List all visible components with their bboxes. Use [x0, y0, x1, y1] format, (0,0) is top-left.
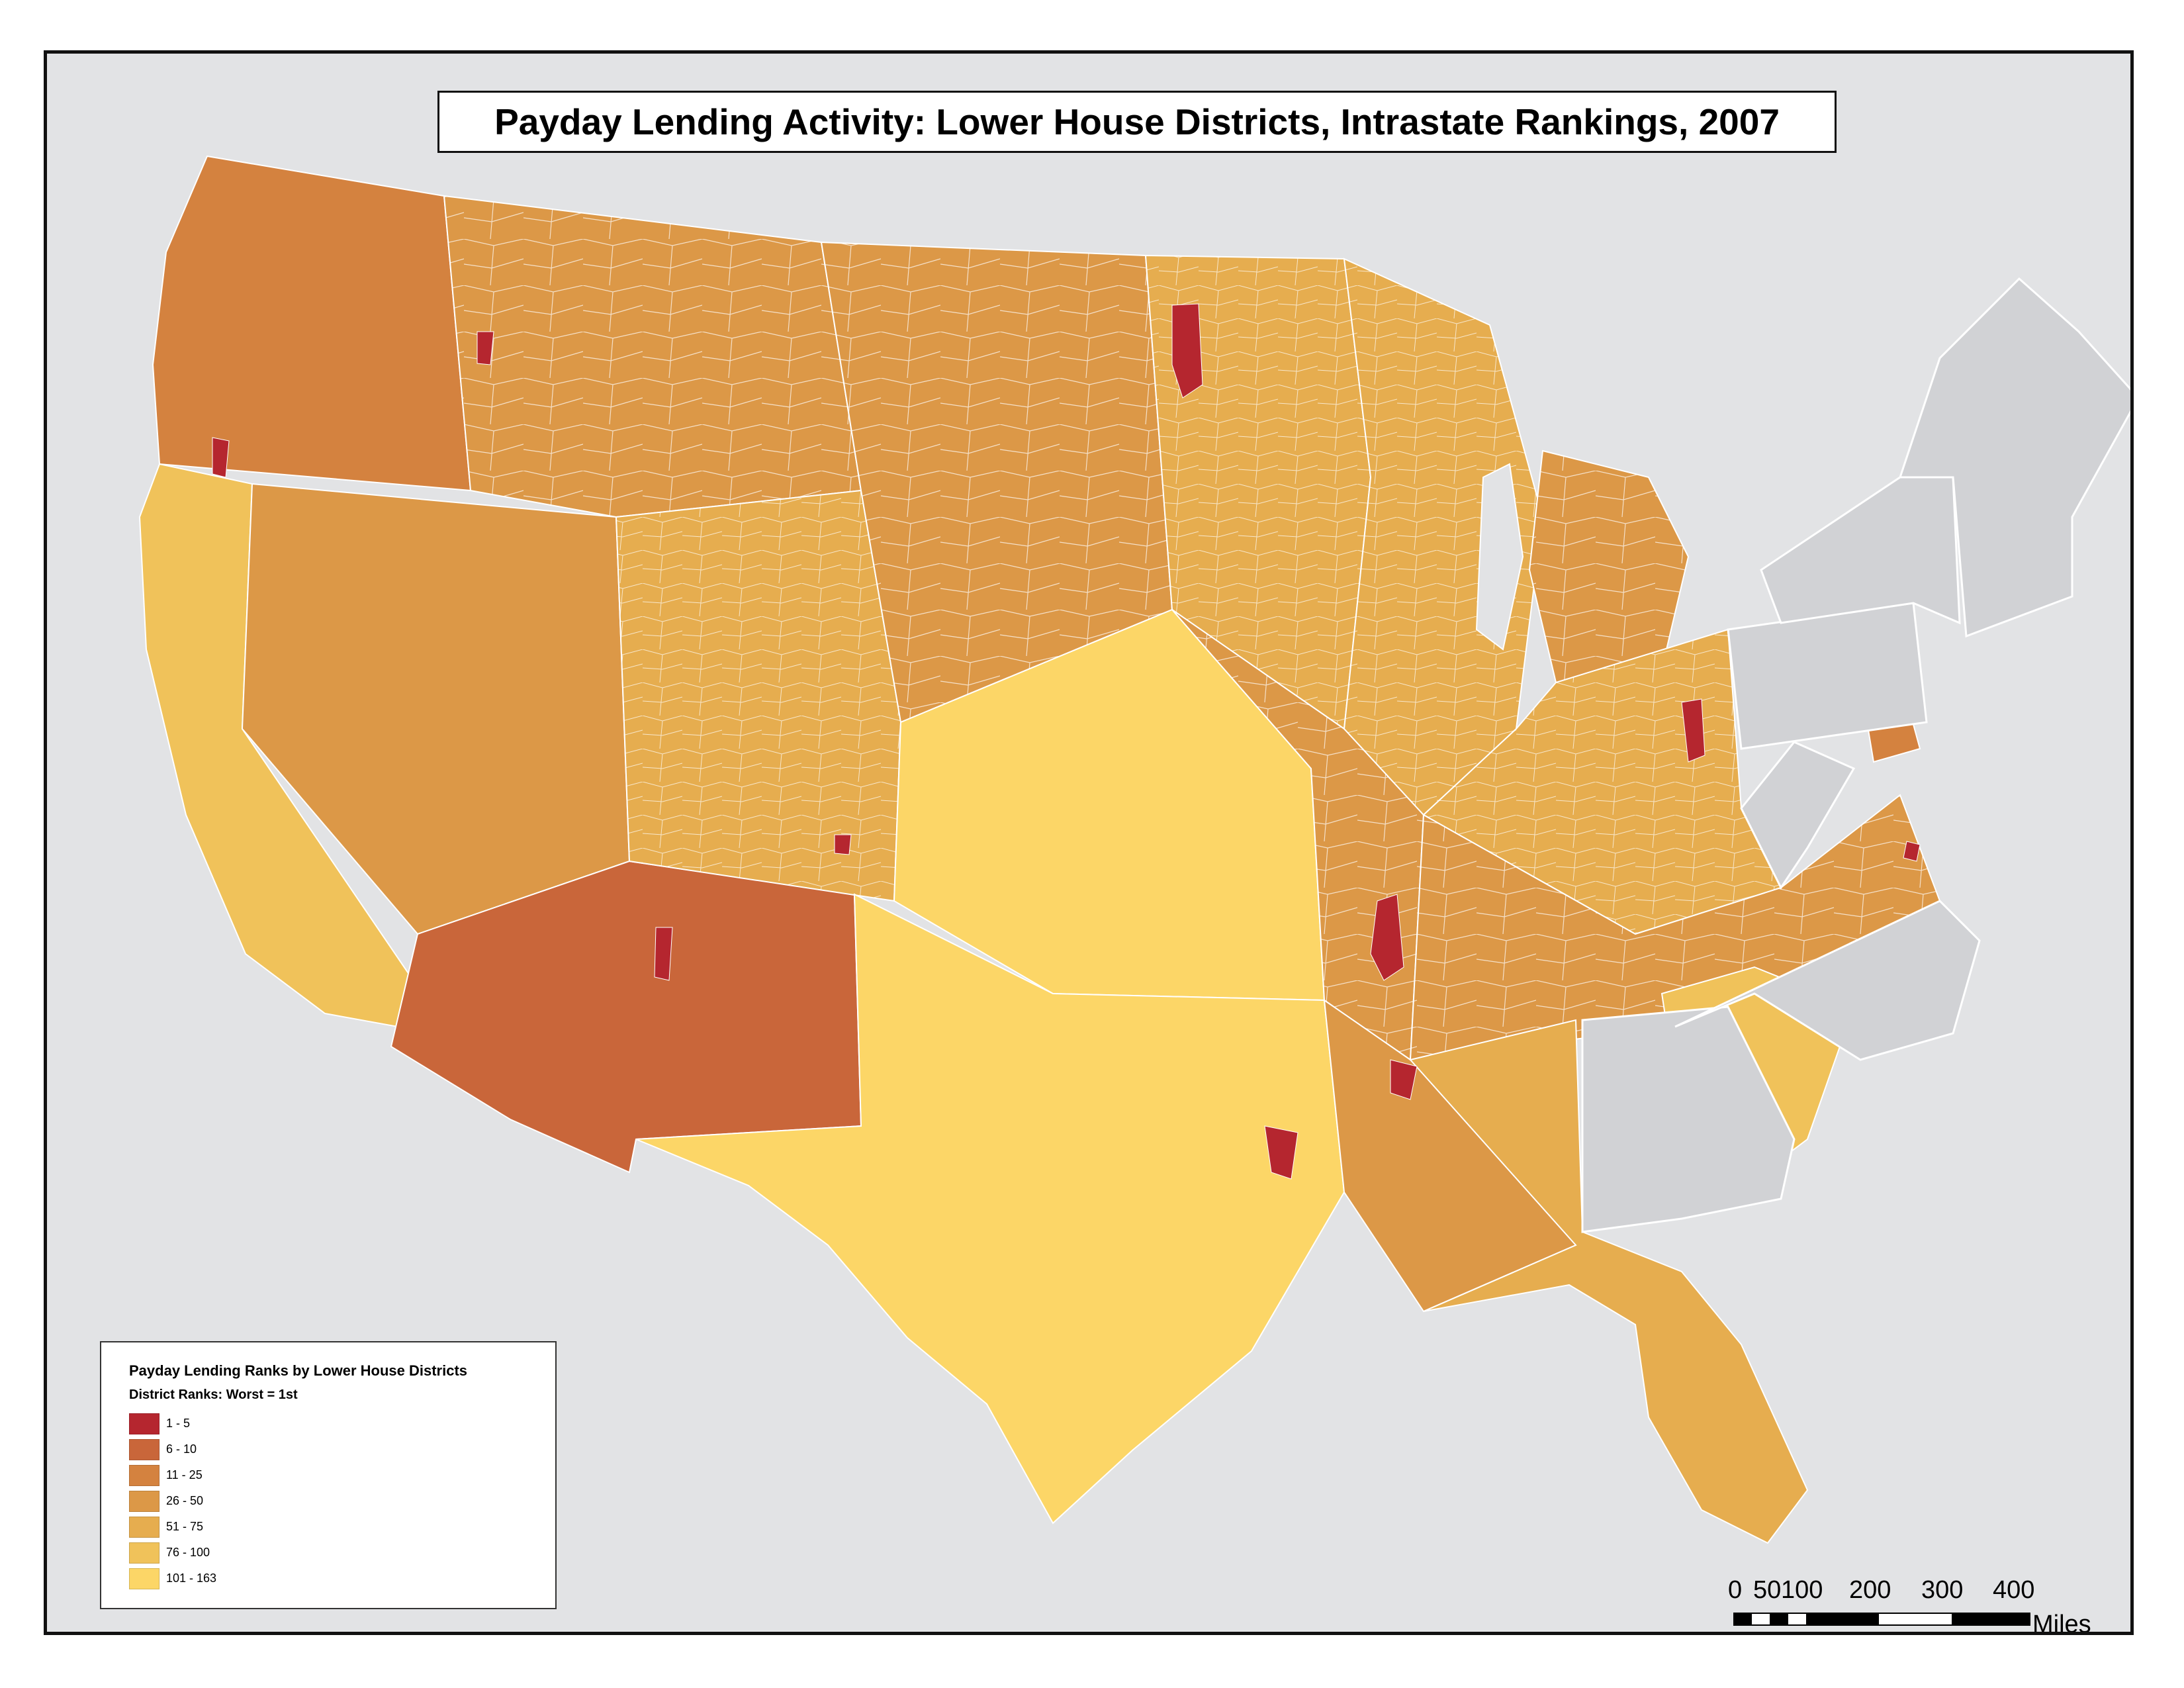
scale-label: 50 — [1753, 1576, 1782, 1604]
legend-swatch — [129, 1413, 159, 1434]
state-newengland-nodata — [1898, 277, 2130, 638]
legend-label: 11 - 25 — [166, 1468, 203, 1481]
scale-label: 0 — [1728, 1576, 1743, 1604]
map-canvas[interactable] — [47, 54, 2130, 1632]
region-northwest — [152, 155, 472, 492]
legend-label: 76 - 100 — [166, 1546, 210, 1559]
scale-bar-graphic — [1733, 1613, 2030, 1626]
state-newyork-nodata — [1760, 476, 1961, 625]
legend-item: 51 - 75 — [129, 1514, 555, 1540]
legend-title: Payday Lending Ranks by Lower House Dist… — [129, 1362, 468, 1379]
legend-item: 76 - 100 — [129, 1540, 555, 1566]
scale-label: 200 — [1849, 1576, 1891, 1604]
region-colorado-wyoming — [615, 489, 902, 902]
legend-label: 101 - 163 — [166, 1571, 217, 1585]
region-alabama-florida — [1409, 1019, 1809, 1544]
legend-item: 6 - 10 — [129, 1436, 555, 1462]
scale-label: 400 — [1993, 1576, 2035, 1604]
state-georgia-nodata — [1581, 1006, 1796, 1233]
legend-label: 6 - 10 — [166, 1442, 197, 1456]
hotspot-districts — [212, 303, 1921, 1180]
legend-swatch — [129, 1542, 159, 1564]
scale-unit-label: Miles — [2032, 1611, 2091, 1635]
legend-item: 101 - 163 — [129, 1566, 555, 1591]
legend-label: 51 - 75 — [166, 1520, 204, 1533]
scale-label: 100 — [1781, 1576, 1823, 1604]
state-north-carolina-nodata — [1674, 900, 1981, 1061]
map-title: Payday Lending Activity: Lower House Dis… — [437, 91, 1837, 153]
region-michigan — [1528, 449, 1690, 684]
scale-bar: 0 50 100 200 300 400 Miles — [1728, 1576, 2099, 1635]
legend-item: 1 - 5 — [129, 1411, 555, 1436]
map-frame: Payday Lending Activity: Lower House Dis… — [44, 50, 2134, 1635]
legend-swatch — [129, 1568, 159, 1589]
legend-label: 26 - 50 — [166, 1494, 204, 1507]
legend-swatch — [129, 1516, 159, 1538]
state-pennsylvania-nodata — [1727, 602, 1928, 750]
state-westvirginia-nodata — [1740, 741, 1856, 890]
scale-label: 300 — [1921, 1576, 1964, 1604]
legend-item: 11 - 25 — [129, 1462, 555, 1488]
legend-item: 26 - 50 — [129, 1488, 555, 1514]
legend-swatch — [129, 1490, 159, 1512]
region-idaho-montana — [443, 195, 862, 518]
lake-michigan — [1475, 463, 1524, 651]
legend-subtitle: District Ranks: Worst = 1st — [129, 1387, 298, 1402]
legend: Payday Lending Ranks by Lower House Dist… — [100, 1341, 557, 1609]
legend-swatch — [129, 1464, 159, 1486]
legend-swatch — [129, 1438, 159, 1460]
legend-label: 1 - 5 — [166, 1417, 191, 1430]
